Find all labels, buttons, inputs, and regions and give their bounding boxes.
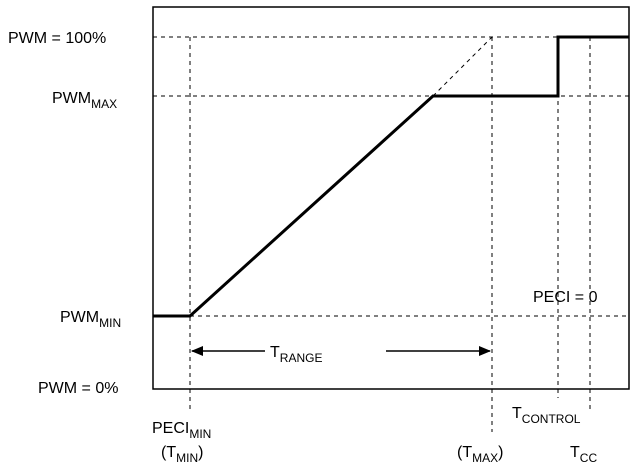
label-tcontrol: TCONTROL — [512, 405, 581, 426]
label-pwm-100: PWM = 100% — [8, 30, 106, 47]
label-pwm-0: PWM = 0% — [38, 380, 118, 397]
label-trange: TRANGE — [270, 344, 322, 365]
label-tmax: (TMAX) — [457, 444, 503, 465]
pwm-curve — [153, 35, 629, 318]
label-tcc: TCC — [570, 444, 597, 465]
plot-frame — [152, 6, 630, 390]
label-pwm-max: PWMMAX — [52, 90, 117, 111]
vertical-guides — [189, 37, 591, 432]
label-tmin: (TMIN) — [161, 444, 203, 465]
ramp-extrapolation — [432, 36, 493, 97]
horizontal-guides — [153, 36, 629, 317]
label-peci-min: PECIMIN — [152, 420, 211, 441]
label-peci-zero: PECI = 0 — [533, 289, 598, 306]
label-pwm-min: PWMMIN — [60, 309, 121, 330]
